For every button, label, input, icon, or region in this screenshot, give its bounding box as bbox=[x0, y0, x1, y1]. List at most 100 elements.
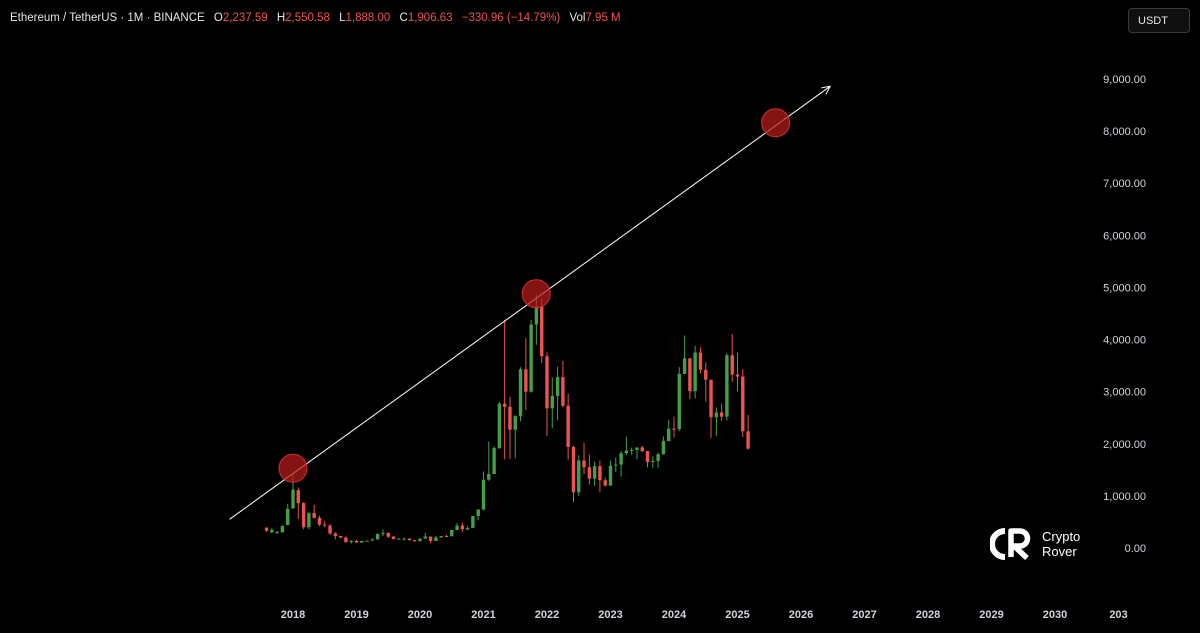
time-tick-label: 2028 bbox=[916, 609, 940, 621]
volume-label: Vol bbox=[569, 12, 586, 24]
time-tick-label: 2022 bbox=[535, 609, 559, 621]
watermark-line2: Rover bbox=[1042, 544, 1077, 559]
candle-body bbox=[344, 537, 348, 543]
candle-body bbox=[502, 403, 507, 407]
candle-body bbox=[741, 376, 745, 432]
candle-body bbox=[571, 446, 576, 493]
open-value: 2,237.59 bbox=[222, 12, 268, 24]
candle-body bbox=[719, 412, 724, 417]
price-tick-label: 7,000.00 bbox=[1103, 178, 1146, 190]
price-axis[interactable]: 0.00 1,000.00 2,000.00 3,000.00 4,000.00 5,00… bbox=[1103, 74, 1146, 555]
price-tick-label: 4,000.00 bbox=[1103, 335, 1146, 347]
touch-point-marker bbox=[521, 279, 551, 309]
candle-body bbox=[455, 525, 459, 531]
candle-body bbox=[397, 538, 401, 540]
candle-body bbox=[375, 533, 380, 540]
candle-body bbox=[651, 460, 655, 463]
candle-body bbox=[577, 460, 581, 493]
low-value: 1,888.00 bbox=[345, 12, 391, 24]
candle-body bbox=[307, 513, 311, 528]
candle-body bbox=[682, 358, 687, 374]
candle-body bbox=[476, 509, 480, 516]
candle-body bbox=[667, 428, 671, 442]
candle-body bbox=[555, 377, 560, 396]
candle-body bbox=[497, 403, 502, 448]
candle-body bbox=[540, 306, 544, 357]
candle-body bbox=[635, 447, 639, 451]
candle-body bbox=[317, 517, 322, 525]
candle-body bbox=[291, 489, 295, 509]
candle-body bbox=[444, 536, 449, 538]
crypto-rover-logo-icon bbox=[990, 528, 1031, 560]
candle-body bbox=[550, 395, 554, 409]
candle-body bbox=[428, 536, 433, 541]
candle-body bbox=[301, 503, 306, 528]
time-tick-label: 2029 bbox=[979, 609, 1003, 621]
candle-body bbox=[460, 525, 465, 530]
candle-body bbox=[450, 530, 454, 537]
candle-body bbox=[730, 355, 734, 375]
candle-body bbox=[672, 428, 676, 430]
candle-body bbox=[280, 526, 285, 533]
candle-body bbox=[688, 358, 692, 392]
candle-body bbox=[333, 533, 338, 537]
candle-body bbox=[286, 508, 290, 526]
crypto-rover-logo: Crypto Rover bbox=[990, 528, 1080, 560]
candle-body bbox=[698, 352, 703, 370]
candle-body bbox=[296, 490, 300, 504]
time-axis[interactable]: 2018 2019 2020 2021 2022 2023 2024 2025 2026 2027… bbox=[281, 609, 1128, 621]
candle-body bbox=[677, 373, 681, 430]
candle-body bbox=[640, 447, 644, 452]
candle-body bbox=[656, 454, 660, 461]
time-tick-label: 2025 bbox=[725, 609, 749, 621]
candle-body bbox=[391, 536, 396, 540]
candle-body bbox=[465, 527, 470, 530]
candle-body bbox=[582, 460, 586, 468]
candle-body bbox=[704, 369, 708, 380]
candle-body bbox=[354, 540, 359, 543]
candle-body bbox=[360, 540, 364, 543]
candle-body bbox=[725, 355, 729, 417]
candle-body bbox=[275, 531, 279, 533]
markers-layer bbox=[278, 108, 791, 483]
open-label: O bbox=[213, 12, 223, 24]
time-tick-label: 2026 bbox=[789, 609, 813, 621]
watermark-text: Crypto Rover bbox=[1042, 529, 1080, 559]
candle-body bbox=[365, 540, 369, 542]
candle-body bbox=[513, 416, 517, 430]
candle-body bbox=[407, 538, 412, 541]
candle-body bbox=[423, 536, 427, 539]
price-tick-label: 1,000.00 bbox=[1103, 491, 1146, 503]
candle-body bbox=[735, 374, 740, 377]
candle-body bbox=[508, 406, 512, 430]
candle-body bbox=[439, 536, 443, 538]
price-tick-label: 0.00 bbox=[1125, 543, 1146, 555]
candle-body bbox=[524, 369, 528, 392]
candle-body bbox=[270, 529, 274, 533]
candle-body bbox=[492, 447, 496, 475]
candle-body bbox=[624, 450, 629, 454]
currency-button[interactable]: USDT bbox=[1128, 8, 1190, 33]
touch-point-marker bbox=[278, 453, 308, 483]
candle-body bbox=[629, 450, 634, 452]
watermark-line1: Crypto bbox=[1042, 529, 1081, 544]
candle-body bbox=[487, 474, 491, 480]
candle-body bbox=[693, 352, 697, 392]
time-tick-label: 2021 bbox=[471, 609, 495, 621]
price-tick-label: 8,000.00 bbox=[1103, 126, 1146, 138]
time-tick-label: 2023 bbox=[598, 609, 622, 621]
candle-body bbox=[518, 369, 523, 417]
candle-body bbox=[714, 412, 719, 418]
candle-body bbox=[529, 324, 533, 392]
candle-body bbox=[545, 356, 549, 409]
candle-body bbox=[481, 479, 486, 510]
candle-body bbox=[471, 515, 475, 528]
candle-body bbox=[349, 540, 353, 543]
touch-point-marker bbox=[761, 108, 791, 138]
candle-body bbox=[323, 524, 327, 526]
low-label: L bbox=[339, 12, 346, 24]
candle-body bbox=[386, 532, 390, 537]
time-tick-label: 203 bbox=[1109, 609, 1127, 621]
candle-body bbox=[619, 453, 623, 465]
